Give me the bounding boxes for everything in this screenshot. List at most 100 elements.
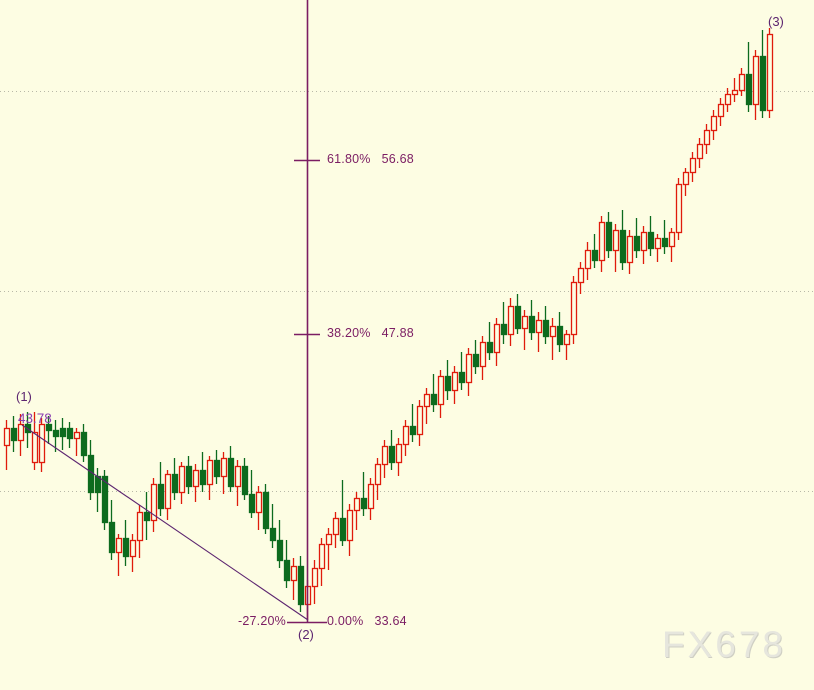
candle-body	[633, 235, 641, 252]
candle-body	[367, 483, 375, 510]
candle-body	[87, 454, 95, 494]
candle-body	[80, 431, 88, 457]
fibonacci-decline-label: -27.20%	[238, 614, 286, 628]
candle-body	[409, 425, 417, 436]
candle-body	[472, 353, 480, 368]
candle-body	[766, 33, 774, 112]
candle-body	[199, 469, 207, 486]
fx678-watermark: FX678	[661, 624, 786, 665]
candle-body	[458, 371, 466, 384]
candle-group	[3, 28, 774, 620]
candle-body	[661, 237, 669, 248]
candle-body	[45, 423, 53, 432]
candle-body	[325, 533, 333, 546]
candle-body	[150, 483, 158, 522]
candle-body	[395, 443, 403, 464]
candle-body	[52, 429, 60, 438]
candle-body	[724, 93, 732, 106]
candle-body	[759, 55, 767, 112]
pivot-1-label: (1)	[16, 389, 32, 404]
candle-body	[570, 281, 578, 336]
candle-body	[17, 423, 25, 442]
candle-body	[262, 491, 270, 530]
candle-body	[227, 457, 235, 488]
candle-body	[276, 539, 284, 562]
candle-body	[451, 371, 459, 392]
candle-body	[745, 73, 753, 106]
candle-body	[206, 459, 214, 486]
candle-body	[549, 325, 557, 338]
candle-body	[591, 249, 599, 262]
candle-body	[59, 427, 67, 438]
candle-body	[31, 431, 39, 464]
candle-body	[710, 115, 718, 132]
candle-body	[465, 353, 473, 384]
fibonacci-axis-group	[287, 0, 327, 624]
candle-body	[311, 567, 319, 588]
candle-body	[388, 445, 396, 464]
candle-body	[752, 55, 760, 106]
candle-body	[689, 157, 697, 174]
candle-body	[108, 521, 116, 554]
candle-body	[514, 305, 522, 330]
candle-body	[430, 393, 438, 406]
candle-body	[164, 473, 172, 510]
pivot-3-label: (3)	[768, 14, 784, 29]
candle-body	[318, 543, 326, 570]
candle-body	[248, 493, 256, 514]
candle-body	[122, 537, 130, 558]
candle-body	[675, 183, 683, 234]
fibonacci-level-label-0-00%: 0.00% 33.64	[327, 614, 407, 628]
candle-body	[178, 465, 186, 494]
candle-body	[213, 459, 221, 478]
candle-body	[332, 517, 340, 536]
candle-body	[507, 305, 515, 336]
candle-body	[157, 483, 165, 510]
candle-body	[605, 221, 613, 252]
candle-body	[626, 235, 634, 264]
candle-body	[500, 323, 508, 336]
candle-body	[38, 423, 46, 464]
candle-body	[94, 475, 102, 494]
candle-body	[171, 473, 179, 494]
candle-body	[612, 229, 620, 252]
candle-body	[381, 445, 389, 466]
candle-body	[192, 469, 200, 488]
candle-body	[668, 231, 676, 248]
candle-body	[577, 267, 585, 284]
candle-body	[479, 341, 487, 368]
candle-body	[493, 323, 501, 354]
candle-body	[444, 375, 452, 392]
candle-body	[584, 249, 592, 270]
candle-body	[185, 465, 193, 488]
candle-body	[556, 325, 564, 346]
candle-body	[528, 315, 536, 334]
downtrend-line	[21, 424, 309, 621]
candle-body	[738, 73, 746, 92]
candle-body	[73, 431, 81, 440]
candle-body	[129, 539, 137, 558]
candle-body	[423, 393, 431, 408]
candle-body	[486, 341, 494, 354]
candle-body	[598, 221, 606, 262]
trend-line-group	[21, 424, 309, 621]
candle-body	[269, 527, 277, 542]
candle-body	[101, 475, 109, 524]
candle-body	[290, 565, 298, 582]
candle-body	[647, 231, 655, 250]
candle-body	[374, 463, 382, 486]
candle-body	[402, 425, 410, 446]
candle-body	[717, 103, 725, 118]
candle-body	[10, 427, 18, 442]
candle-body	[255, 491, 263, 514]
fibonacci-level-label-61-80%: 61.80% 56.68	[327, 152, 414, 166]
candle-body	[682, 171, 690, 186]
candle-body	[353, 497, 361, 512]
pivot-1-price-label: 43.78	[18, 411, 52, 426]
candle-body	[521, 315, 529, 330]
candle-body	[297, 565, 305, 606]
candle-body	[143, 511, 151, 522]
candle-body	[3, 427, 11, 447]
